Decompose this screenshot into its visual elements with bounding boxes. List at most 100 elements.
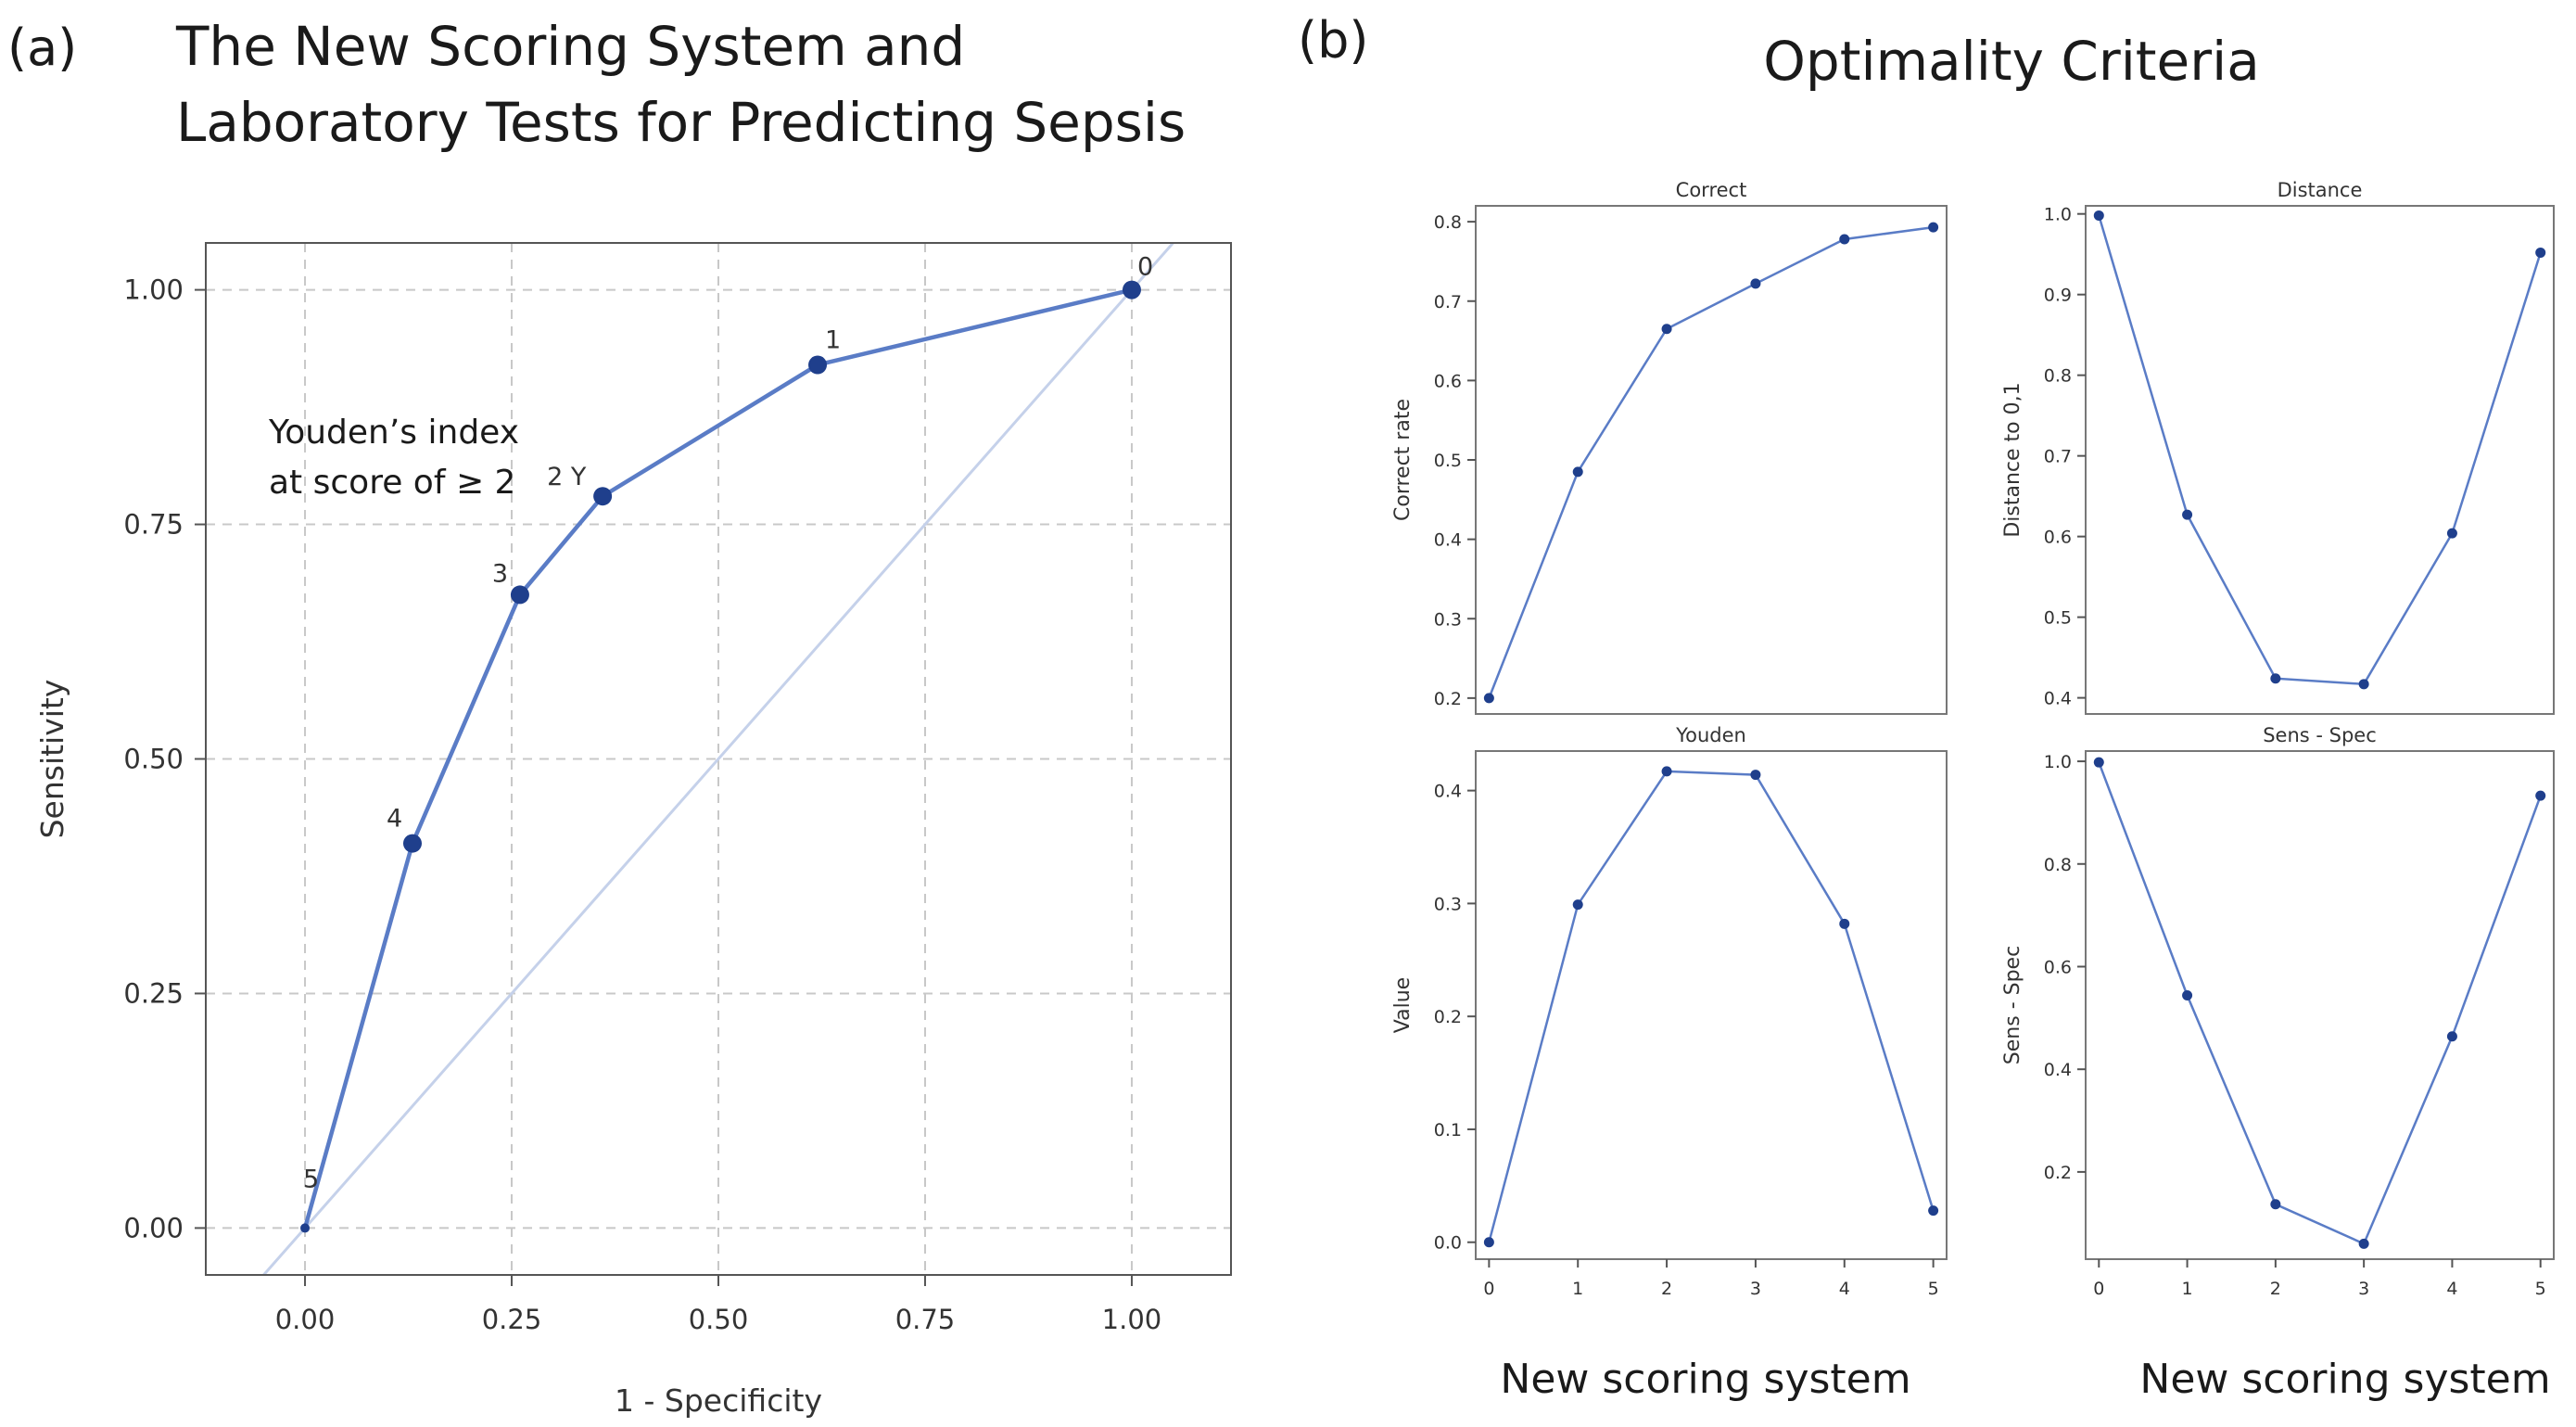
correct-point [1839, 234, 1850, 245]
sensspec-y-tick-label: 0.6 [2044, 957, 2072, 977]
correct-point [1661, 324, 1672, 335]
roc-point [593, 487, 613, 506]
youden-y-tick-label: 0.3 [1434, 894, 1462, 914]
distance-point [2093, 210, 2104, 221]
distance-y-tick-label: 0.4 [2044, 689, 2072, 709]
youden-x-tick-label: 0 [1483, 1279, 1494, 1299]
distance-point [2535, 247, 2546, 258]
youden-y-tick-label: 0.1 [1434, 1120, 1462, 1140]
sensspec-y-tick-label: 0.4 [2044, 1060, 2072, 1080]
roc-x-axis-label: 1 - Specificity [615, 1382, 822, 1419]
youden-x-tick-label: 5 [1928, 1279, 1939, 1299]
sensspec-y-axis-label: Sens - Spec [2001, 946, 2024, 1064]
correct-y-tick-label: 0.3 [1434, 609, 1462, 630]
correct-frame [1475, 205, 1948, 715]
youden-x-tick-label: 2 [1661, 1279, 1672, 1299]
correct-y-tick-label: 0.7 [1434, 292, 1462, 312]
youden-x-tick-label: 1 [1572, 1279, 1583, 1299]
correct-y-tick-label: 0.2 [1434, 689, 1462, 709]
youden-line [1488, 770, 1935, 1243]
sensspec-x-tick-label: 1 [2182, 1279, 2193, 1299]
correct-point [1572, 466, 1583, 478]
correct-point [1928, 222, 1939, 233]
sensspec-line [2098, 761, 2542, 1246]
sensspec-title: Sens - Spec [2263, 724, 2377, 746]
roc-y-tick-label: 1.00 [123, 274, 184, 306]
youden-annotation-line1: Youden’s index [268, 414, 519, 452]
youden-point [1661, 766, 1672, 777]
roc-point-label: 3 [492, 559, 508, 588]
youden-y-tick-label: 0.4 [1434, 782, 1462, 802]
youden-x-tick-label: 3 [1750, 1279, 1761, 1299]
roc-reference-line [262, 243, 1174, 1275]
distance-plot: Distance 0.4 0.5 0.6 0.7 0.8 0.9 1.0 Distance to… [2001, 179, 2555, 715]
sensspec-y-tick-label: 0.2 [2044, 1163, 2072, 1183]
roc-point [510, 585, 529, 605]
roc-y-axis-label: Sensitivity [34, 680, 70, 839]
youden-point [1928, 1205, 1939, 1217]
sensspec-x-tick-label: 0 [2093, 1279, 2104, 1299]
youden-y-tick-label: 0.0 [1434, 1233, 1462, 1254]
youden-y-axis-label: Value [1391, 977, 1415, 1033]
distance-y-tick-label: 0.7 [2044, 447, 2072, 467]
roc-x-tick-label: 0.75 [895, 1304, 956, 1335]
distance-line [2098, 215, 2542, 686]
correct-y-axis-label: Correct rate [1391, 399, 1415, 521]
roc-point [808, 355, 828, 375]
sensspec-point [2358, 1238, 2369, 1249]
x-axis-label-left: New scoring system [1500, 1356, 1910, 1403]
sensspec-point [2093, 757, 2104, 768]
sensspec-x-tick-label: 4 [2446, 1279, 2457, 1299]
panel-b-label: (b) [1298, 11, 1368, 70]
sensspec-y-tick-label: 0.8 [2044, 855, 2072, 875]
youden-annotation-line2: at score of ≥ 2 [269, 464, 515, 502]
sensspec-point [2182, 989, 2193, 1000]
roc-point-label: 2 Y [547, 463, 587, 491]
roc-plot: 0.00 0.25 0.50 0.75 1.00 0.00 0.25 0.50 0.75 1.00… [34, 242, 1232, 1419]
distance-frame [2085, 205, 2555, 715]
distance-y-tick-label: 0.8 [2044, 366, 2072, 387]
distance-point [2270, 673, 2281, 684]
distance-y-axis-label: Distance to 0,1 [2001, 382, 2024, 537]
youden-point [1750, 770, 1761, 781]
roc-x-tick-label: 0.25 [482, 1304, 542, 1335]
youden-x-tick-label: 4 [1839, 1279, 1850, 1299]
panel-a-title-line2: Laboratory Tests for Predicting Sepsis [176, 91, 1186, 154]
sensspec-point [2535, 790, 2546, 801]
sensspec-y-tick-label: 1.0 [2044, 752, 2072, 772]
distance-point [2182, 509, 2193, 520]
youden-plot: Youden 0.0 0.1 0.2 0.3 0.4 0 1 2 3 4 5 Value [1391, 724, 1948, 1299]
youden-y-tick-label: 0.2 [1434, 1007, 1462, 1027]
panel-a-label: (a) [7, 19, 77, 77]
panel-b-title: Optimality Criteria [1763, 30, 2259, 93]
distance-y-tick-label: 1.0 [2044, 205, 2072, 225]
roc-point [1122, 280, 1141, 299]
roc-curve [302, 287, 1133, 1230]
correct-y-tick-label: 0.4 [1434, 530, 1462, 551]
roc-point [300, 1223, 311, 1233]
roc-y-tick-label: 0.25 [123, 977, 184, 1009]
youden-point [1839, 918, 1850, 929]
sensspec-x-tick-label: 2 [2270, 1279, 2281, 1299]
roc-x-tick-label: 1.00 [1102, 1304, 1162, 1335]
youden-title: Youden [1675, 724, 1746, 746]
sens-spec-plot: Sens - Spec 0.2 0.4 0.6 0.8 1.0 0 1 2 3 4 5 Sens - S… [2001, 724, 2555, 1299]
youden-point [1483, 1237, 1494, 1248]
roc-point-label: 5 [303, 1165, 319, 1193]
x-axis-label-right: New scoring system [2139, 1356, 2550, 1403]
youden-frame [1475, 750, 1948, 1260]
roc-point [402, 834, 422, 853]
roc-y-tick-label: 0.00 [123, 1212, 184, 1243]
roc-point-label: 0 [1137, 253, 1153, 282]
correct-y-tick-label: 0.8 [1434, 212, 1462, 233]
sensspec-x-tick-label: 5 [2535, 1279, 2546, 1299]
panel-a-title-line1: The New Scoring System and [175, 15, 965, 78]
roc-y-tick-label: 0.50 [123, 744, 184, 775]
correct-point [1483, 693, 1494, 704]
roc-x-tick-label: 0.00 [275, 1304, 336, 1335]
distance-point [2446, 528, 2457, 539]
roc-point-label: 1 [825, 326, 841, 355]
roc-point-label: 4 [387, 805, 402, 834]
roc-x-tick-label: 0.50 [689, 1304, 749, 1335]
